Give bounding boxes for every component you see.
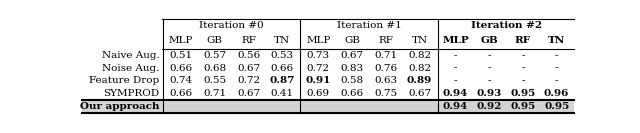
Text: -: - xyxy=(454,51,458,60)
Text: 0.82: 0.82 xyxy=(408,64,431,73)
Text: 0.67: 0.67 xyxy=(408,89,431,98)
Text: 0.74: 0.74 xyxy=(170,76,193,86)
Text: -: - xyxy=(521,64,525,73)
Text: 0.53: 0.53 xyxy=(271,51,294,60)
Text: Noise Aug.: Noise Aug. xyxy=(102,64,159,73)
Text: -: - xyxy=(454,76,458,86)
Text: 0.63: 0.63 xyxy=(374,76,397,86)
Text: SYMPROD: SYMPROD xyxy=(103,89,159,98)
Text: GB: GB xyxy=(481,36,498,45)
Text: Iteration #0: Iteration #0 xyxy=(199,21,264,30)
Text: TN: TN xyxy=(412,36,428,45)
Text: MLP: MLP xyxy=(442,36,469,45)
Text: 0.92: 0.92 xyxy=(477,102,502,111)
Text: 0.67: 0.67 xyxy=(237,64,260,73)
Text: RF: RF xyxy=(515,36,531,45)
Text: MLP: MLP xyxy=(169,36,193,45)
Text: 0.58: 0.58 xyxy=(340,76,364,86)
Text: MLP: MLP xyxy=(306,36,331,45)
Text: 0.66: 0.66 xyxy=(170,89,193,98)
Text: 0.73: 0.73 xyxy=(307,51,330,60)
Text: 0.89: 0.89 xyxy=(407,76,432,86)
Text: 0.76: 0.76 xyxy=(374,64,397,73)
Text: RF: RF xyxy=(241,36,256,45)
Text: -: - xyxy=(555,64,559,73)
Text: 0.67: 0.67 xyxy=(340,51,364,60)
Text: -: - xyxy=(521,76,525,86)
Text: 0.91: 0.91 xyxy=(306,76,331,86)
Text: TN: TN xyxy=(548,36,565,45)
Text: 0.51: 0.51 xyxy=(170,51,193,60)
Text: -: - xyxy=(521,51,525,60)
Text: Feature Drop: Feature Drop xyxy=(89,76,159,86)
Text: Iteration #1: Iteration #1 xyxy=(337,21,401,30)
Text: -: - xyxy=(488,64,491,73)
Text: 0.94: 0.94 xyxy=(443,102,468,111)
Text: 0.71: 0.71 xyxy=(204,89,227,98)
Text: -: - xyxy=(555,76,559,86)
Text: 0.94: 0.94 xyxy=(443,89,468,98)
Text: 0.67: 0.67 xyxy=(237,89,260,98)
Text: 0.56: 0.56 xyxy=(237,51,260,60)
Text: 0.72: 0.72 xyxy=(307,64,330,73)
Text: Our approach: Our approach xyxy=(80,102,159,111)
Text: Naive Aug.: Naive Aug. xyxy=(102,51,159,60)
Text: -: - xyxy=(488,51,491,60)
Text: Iteration #2: Iteration #2 xyxy=(470,21,541,30)
Text: 0.93: 0.93 xyxy=(477,89,502,98)
Text: GB: GB xyxy=(344,36,360,45)
Text: 0.95: 0.95 xyxy=(544,102,570,111)
Text: 0.95: 0.95 xyxy=(510,89,536,98)
Text: 0.71: 0.71 xyxy=(374,51,397,60)
Text: 0.95: 0.95 xyxy=(510,102,536,111)
Text: 0.66: 0.66 xyxy=(170,64,193,73)
Text: 0.83: 0.83 xyxy=(340,64,364,73)
Text: 0.69: 0.69 xyxy=(307,89,330,98)
Text: 0.87: 0.87 xyxy=(269,76,295,86)
Text: 0.72: 0.72 xyxy=(237,76,260,86)
Text: 0.82: 0.82 xyxy=(408,51,431,60)
Text: 0.55: 0.55 xyxy=(204,76,227,86)
Text: -: - xyxy=(454,64,458,73)
Bar xyxy=(83,100,573,113)
Text: 0.66: 0.66 xyxy=(340,89,364,98)
Text: -: - xyxy=(488,76,491,86)
Text: 0.96: 0.96 xyxy=(544,89,570,98)
Text: -: - xyxy=(555,51,559,60)
Text: 0.41: 0.41 xyxy=(271,89,294,98)
Text: 0.68: 0.68 xyxy=(204,64,227,73)
Text: RF: RF xyxy=(378,36,393,45)
Text: GB: GB xyxy=(207,36,223,45)
Text: 0.75: 0.75 xyxy=(374,89,397,98)
Text: 0.66: 0.66 xyxy=(271,64,294,73)
Text: 0.57: 0.57 xyxy=(204,51,227,60)
Text: TN: TN xyxy=(274,36,291,45)
